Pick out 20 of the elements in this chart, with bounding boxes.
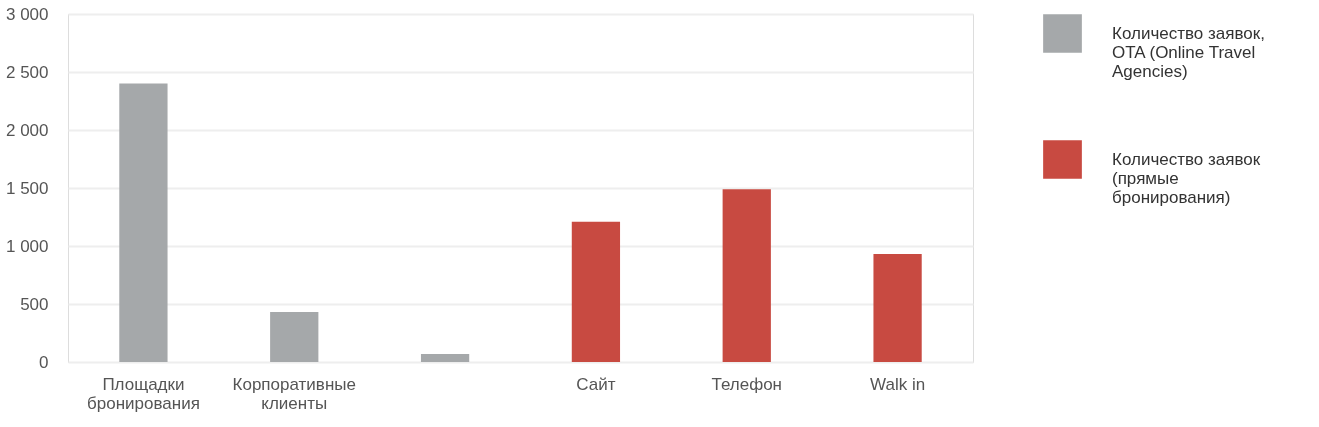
y-tick-label: 2 500 <box>5 62 49 82</box>
y-tick-label: 3 000 <box>5 4 49 24</box>
legend-label: Количество заявок (прямые бронирования) <box>1112 149 1261 207</box>
bar <box>420 353 470 362</box>
bar <box>722 189 771 362</box>
y-tick-label: 0 <box>39 352 49 372</box>
x-tick-label: Walk in <box>870 374 926 394</box>
bar <box>270 312 319 362</box>
x-tick-label: Площадки бронирования <box>87 374 200 413</box>
y-tick-label: 500 <box>20 294 49 314</box>
x-tick-label: Сайт <box>576 374 616 394</box>
y-tick-label: 1 500 <box>5 178 49 198</box>
y-tick-label: 1 000 <box>5 236 49 256</box>
bar <box>571 221 621 362</box>
x-tick-label: Телефон <box>711 374 783 394</box>
x-tick-label: Корпоративные клиенты <box>232 374 356 413</box>
bar <box>119 83 168 362</box>
legend-label: Количество заявок, OTA (Online Travel Agencies) <box>1112 23 1265 81</box>
bar <box>873 254 922 362</box>
y-tick-label: 2 000 <box>5 120 49 140</box>
